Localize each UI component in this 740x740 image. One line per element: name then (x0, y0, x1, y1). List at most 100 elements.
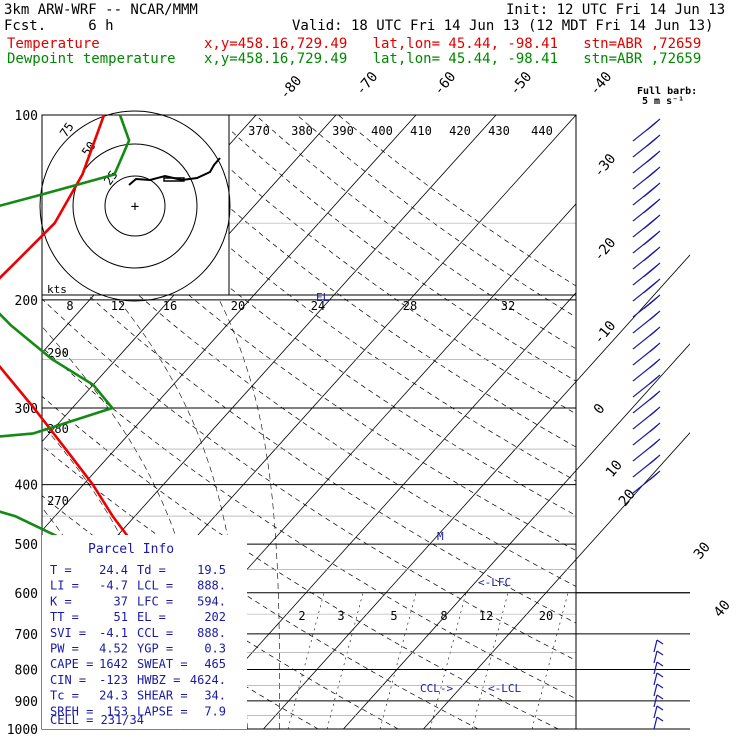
wind-barb (632, 438, 661, 462)
wind-barb-flag (646, 171, 655, 179)
wind-barb (632, 182, 661, 206)
init-time: Init: 12 UTC Fri 14 Jun 13 (506, 2, 726, 18)
parcel-row-value2: 0.3 (204, 642, 226, 656)
wind-barb-shaft (632, 364, 654, 382)
hodo-speed-label-28: 28 (403, 299, 417, 313)
parcel-row-value2: 19.5 (197, 563, 226, 577)
isotherm-label--10: -10 (591, 318, 620, 348)
wind-barb-flag (643, 190, 652, 197)
mixing-ratio-line (287, 592, 325, 729)
wind-barb (632, 390, 661, 414)
mixing-ratio-label: 12 (479, 609, 493, 623)
wind-barb-flag (656, 639, 664, 645)
parcel-row-value2: 7.9 (204, 704, 226, 718)
el-label: EL (316, 291, 330, 304)
parcel-row-value: 24.3 (99, 689, 128, 703)
parcel-row-label2: YGP = (137, 642, 173, 656)
parcel-row-value2: 202 (204, 610, 226, 624)
wind-barb-flag (643, 206, 652, 213)
isotherm-label-20: 20 (616, 486, 639, 509)
hodograph-ring-label-75: 75 (57, 120, 77, 140)
wind-barb-flag (643, 238, 652, 245)
wind-barb-flag (646, 155, 655, 163)
wind-barb-flag (649, 313, 658, 320)
parcel-row-label: K = (50, 594, 72, 608)
wind-barb-shaft (632, 412, 654, 430)
theta-label-400: 400 (371, 124, 393, 138)
parcel-row-label: Tc = (50, 689, 79, 703)
mixing-ratio-label: 2 (298, 609, 305, 623)
wind-barb-flag (656, 694, 664, 700)
pressure-label-700: 700 (15, 628, 38, 643)
hodograph-ring (72, 143, 198, 269)
parcel-info-title: Parcel Info (88, 542, 174, 557)
parcel-row-label2: CCL = (137, 626, 173, 640)
isotherm (42, 115, 337, 443)
parcel-row-label: CIN = (50, 673, 86, 687)
wind-barb-flag (649, 457, 658, 464)
hodo-speed-label-8: 8 (66, 299, 73, 313)
wind-barb-flag (656, 683, 664, 689)
parcel-row-value2: 34. (204, 689, 226, 703)
wind-barb-shaft (653, 650, 658, 664)
parcel-row-label2: SWEAT = (137, 657, 188, 671)
wind-barb-shaft (632, 332, 654, 350)
wind-barb-flag (649, 473, 658, 480)
hodograph-loop (163, 177, 185, 182)
wind-barb-shaft (632, 444, 654, 462)
mixing-ratio-label: 3 (337, 609, 344, 623)
parcel-row-label: CAPE = (50, 657, 93, 671)
parcel-row-value2: 465 (204, 657, 226, 671)
wind-barb-shaft (632, 460, 654, 478)
wind-barb (632, 470, 661, 494)
wind-barb-shaft (653, 705, 658, 719)
wind-barb-shaft (653, 639, 658, 653)
mixing-ratio-label: 8 (440, 609, 447, 623)
parcel-row-label: LI = (50, 579, 79, 593)
theta-e-label-270: 270 (47, 494, 69, 508)
dewpoint-location: x,y=458.16,729.49 lat,lon= 45.44, -98.41… (204, 51, 702, 67)
parcel-row-value: -4.1 (99, 626, 128, 640)
wind-barb-shaft (632, 316, 654, 334)
parcel-marker: M (437, 530, 444, 543)
wind-barb-shaft (653, 716, 658, 730)
isotherm-label-40: 40 (711, 597, 734, 620)
hodo-speed-label-16: 16 (163, 299, 177, 313)
parcel-cell: CELL = 231/34 (50, 713, 144, 727)
wind-barb (632, 342, 661, 366)
mixing-ratio-label: 20 (539, 609, 553, 623)
parcel-row-value: -4.7 (99, 579, 128, 593)
parcel-row-label2: Td = (137, 563, 166, 577)
forecast-hour: Fcst. 6 h (4, 18, 114, 34)
wind-barb (632, 422, 661, 446)
parcel-row-label2: LFC = (137, 594, 173, 608)
pressure-label-900: 900 (15, 695, 38, 710)
wind-barb-flag (656, 705, 664, 711)
parcel-row-label2: LAPSE = (137, 704, 188, 718)
wind-barb (632, 294, 661, 318)
hodograph-center-mark: + (131, 199, 139, 215)
wind-barb-shaft (653, 672, 658, 686)
wind-barb-flag (649, 425, 658, 432)
lfc-label: <-LFC (478, 576, 511, 589)
wind-barb-flag (649, 441, 658, 448)
theta-label-370: 370 (248, 124, 270, 138)
hodo-speed-label-20: 20 (231, 299, 245, 313)
dry-adiabat (296, 115, 576, 318)
parcel-row-value: 153 (106, 704, 128, 718)
pressure-label-1000: 1000 (7, 723, 38, 738)
wind-barb (632, 326, 661, 350)
wind-barb-shaft (632, 396, 654, 414)
isotherm-label--70: -70 (353, 69, 382, 99)
wind-barb-shaft (653, 661, 658, 675)
wind-barbs (632, 118, 664, 730)
wind-barb (632, 134, 661, 158)
wind-barb-flag (649, 345, 658, 352)
isotherm (343, 343, 690, 729)
dry-adiabat (338, 115, 576, 287)
isotherm (263, 254, 690, 729)
wind-barb-shaft (632, 380, 654, 398)
dry-adiabat (172, 115, 576, 415)
moist-adiabat (218, 299, 280, 729)
isotherm-label--80: -80 (277, 73, 306, 103)
